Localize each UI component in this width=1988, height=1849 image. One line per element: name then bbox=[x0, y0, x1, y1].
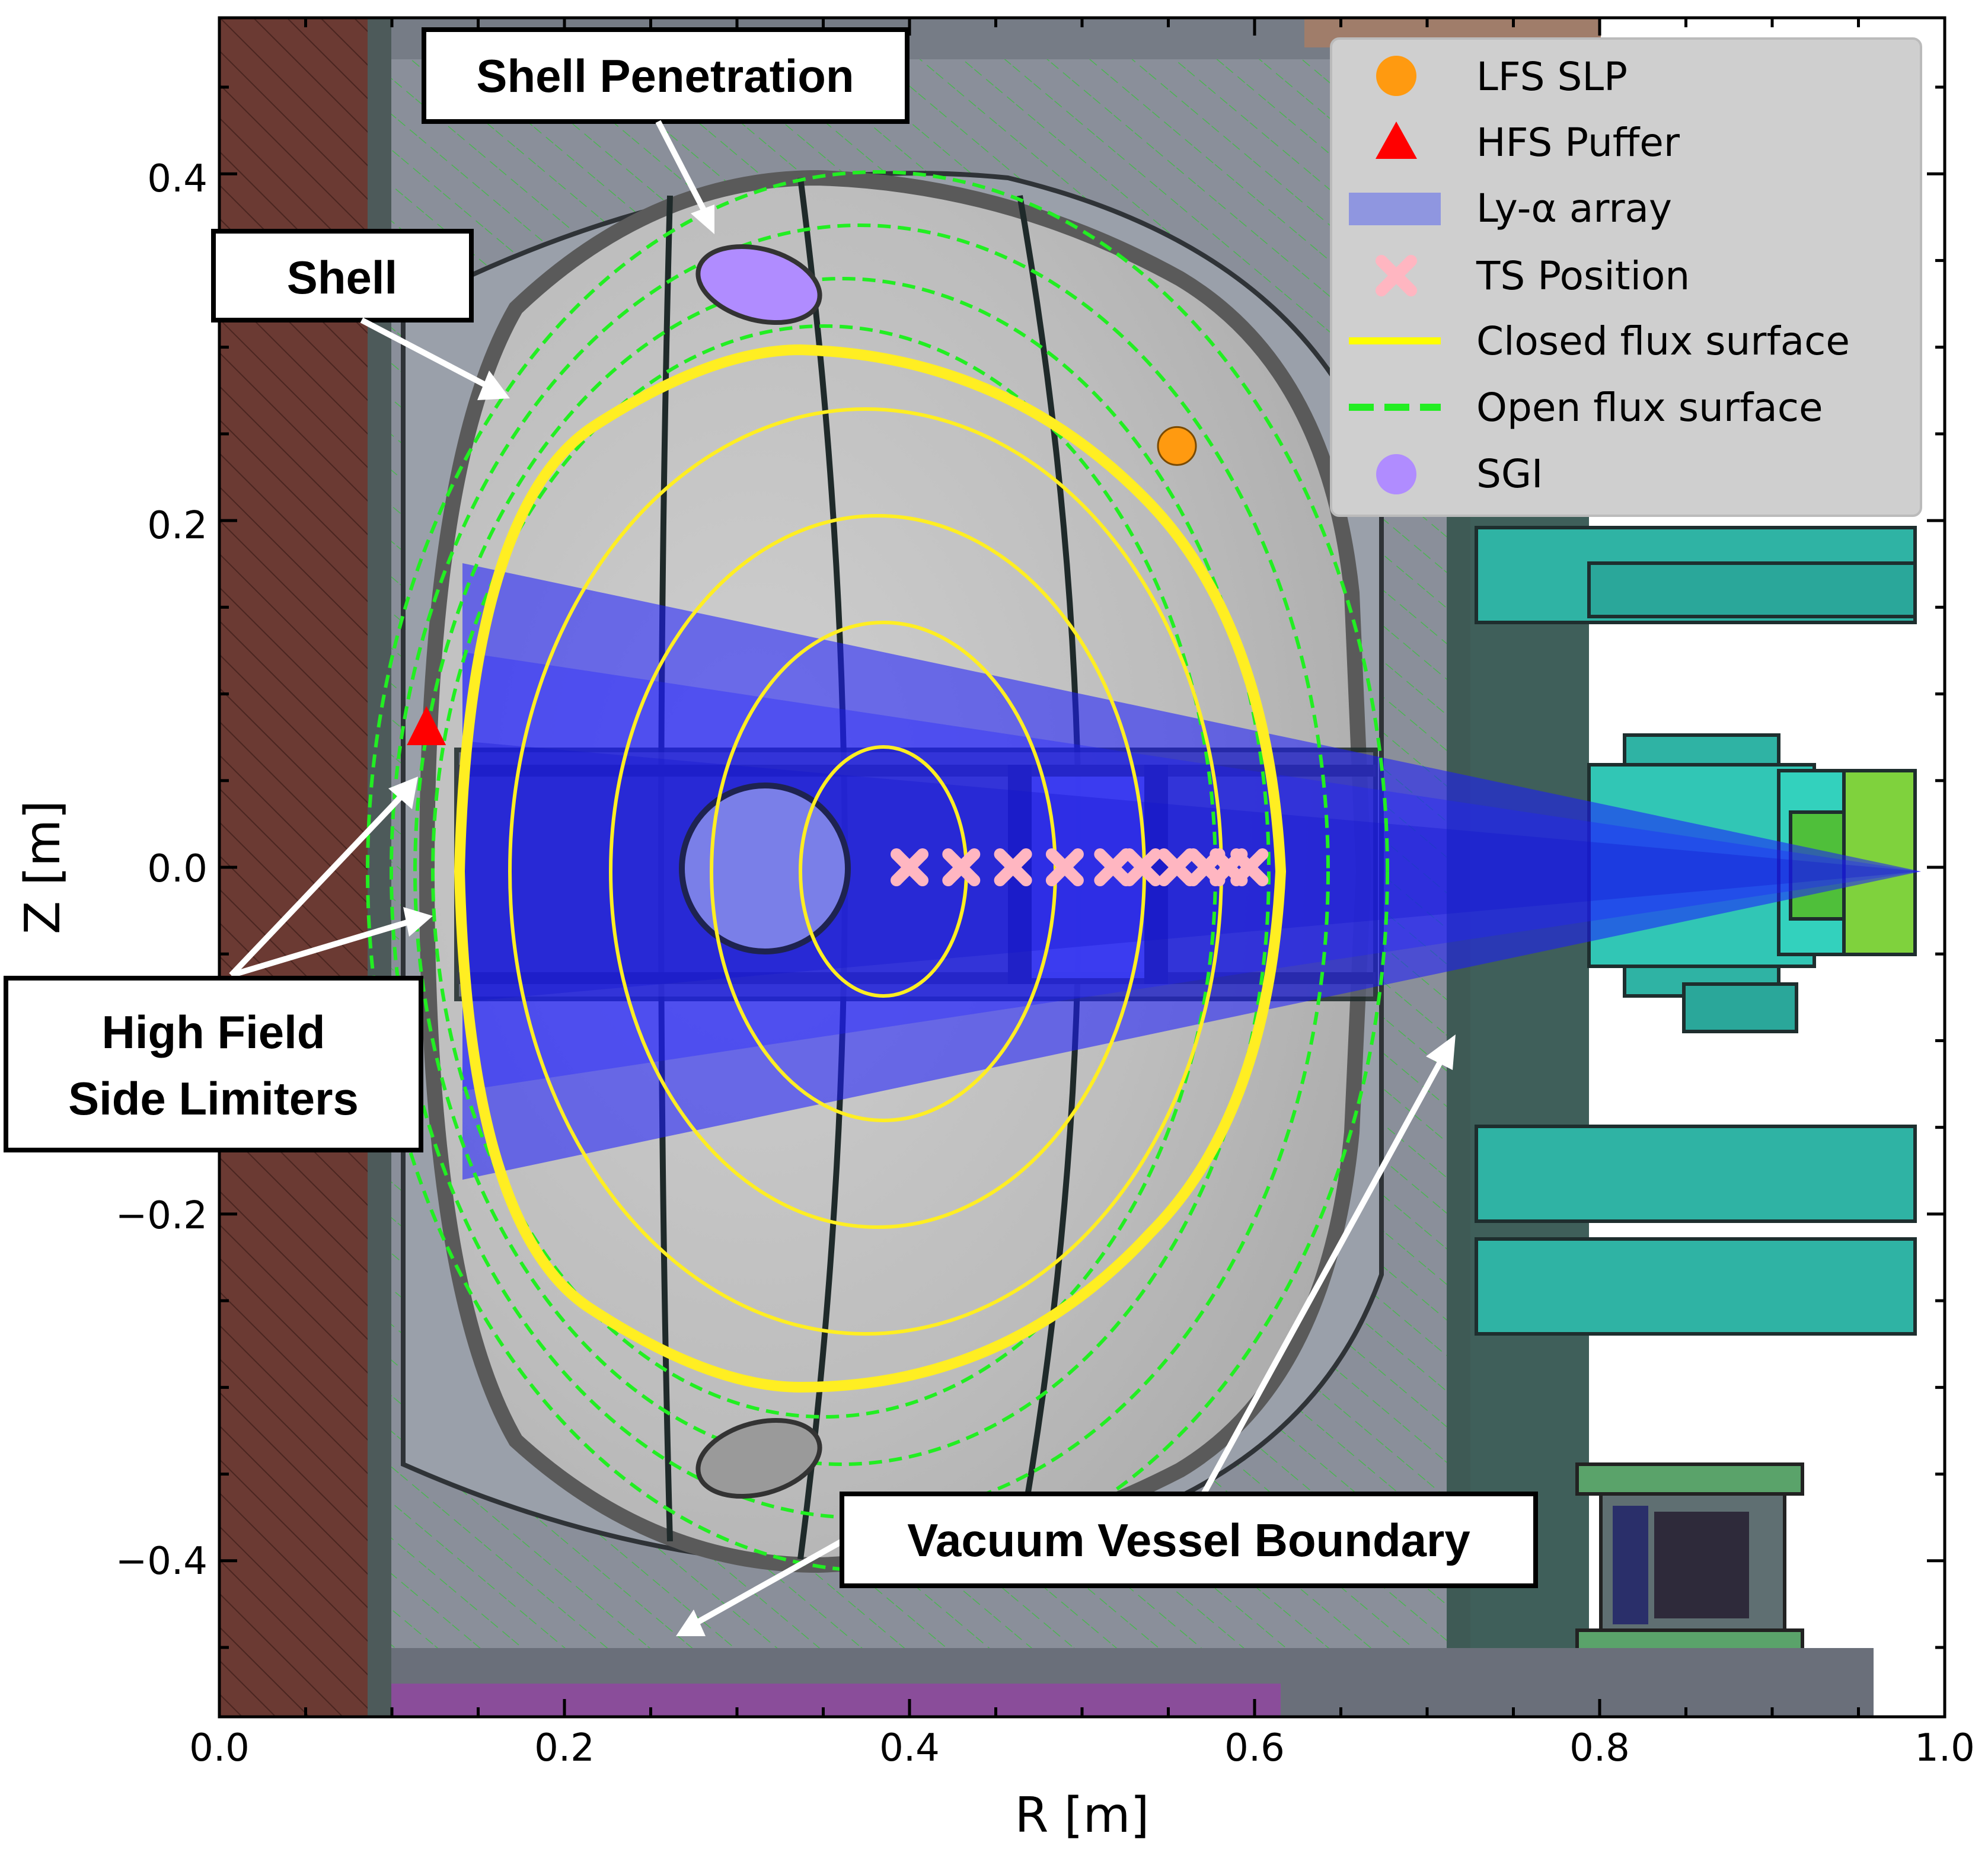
legend-label: SGI bbox=[1476, 451, 1543, 497]
x-tick-label: 0.6 bbox=[1224, 1726, 1285, 1770]
legend-label: HFS Puffer bbox=[1476, 120, 1680, 165]
separatrix bbox=[454, 344, 1287, 1393]
legend-label: LFS SLP bbox=[1476, 54, 1628, 100]
ts-position-point bbox=[1123, 848, 1161, 886]
x-tick-label: 0.8 bbox=[1569, 1726, 1630, 1770]
y-tick-label: −0.2 bbox=[116, 1194, 208, 1238]
legend: LFS SLP HFS Puffer Ly-α array TS Positio… bbox=[1330, 37, 1922, 517]
ts-position-point bbox=[994, 848, 1032, 886]
y-tick-label: 0.0 bbox=[147, 847, 208, 891]
legend-item-hfs-puffer: HFS Puffer bbox=[1376, 120, 1680, 165]
callout-shell-penetration: Shell Penetration bbox=[422, 27, 910, 234]
ly-alpha-array-fan bbox=[462, 563, 1921, 1180]
center-port bbox=[679, 783, 851, 954]
axis-ticks bbox=[218, 18, 1946, 1717]
callouts: Shell Penetration Shell High Field Side … bbox=[4, 27, 1538, 1636]
legend-label: TS Position bbox=[1476, 253, 1690, 299]
legend-label: Open flux surface bbox=[1476, 385, 1823, 430]
callout-shell: Shell bbox=[211, 229, 510, 400]
y-tick-label: 0.4 bbox=[147, 157, 208, 201]
legend-marker-ts-position bbox=[1376, 255, 1417, 296]
lfs-slp-point bbox=[1157, 426, 1197, 466]
legend-marker-lfs-slp bbox=[1376, 56, 1416, 96]
x-tick-label: 0.0 bbox=[189, 1726, 250, 1770]
ts-position-point bbox=[891, 848, 928, 886]
ts-position-point bbox=[1158, 848, 1196, 886]
legend-item-ly-alpha: Ly-α array bbox=[1349, 186, 1672, 231]
lower-penetration bbox=[695, 1417, 822, 1499]
machine-drawing bbox=[219, 18, 1945, 1717]
callout-vacuum-vessel-text: Vacuum Vessel Boundary bbox=[907, 1514, 1470, 1566]
legend-item-lfs-slp: LFS SLP bbox=[1376, 54, 1628, 100]
callout-hfs-limiters-line1: High Field bbox=[102, 1006, 326, 1058]
legend-label: Ly-α array bbox=[1476, 186, 1672, 231]
callout-vacuum-vessel: Vacuum Vessel Boundary bbox=[676, 1034, 1538, 1636]
x-tick-label: 1.0 bbox=[1914, 1726, 1975, 1770]
y-tick-label: 0.2 bbox=[147, 504, 208, 548]
ts-position-point bbox=[942, 848, 981, 886]
ts-position-point bbox=[1094, 848, 1132, 886]
legend-label: Closed flux surface bbox=[1476, 318, 1850, 364]
legend-box bbox=[1330, 37, 1922, 517]
legend-marker-hfs-puffer bbox=[1376, 122, 1417, 159]
data-markers bbox=[407, 426, 1269, 886]
coil-block bbox=[1575, 1462, 1804, 1662]
ts-position-point bbox=[1045, 848, 1084, 886]
x-tick-label: 0.4 bbox=[879, 1726, 940, 1770]
callout-shell-text: Shell bbox=[287, 251, 397, 304]
legend-item-ts-position: TS Position bbox=[1376, 253, 1690, 299]
y-tick-labels: 0.4 0.2 0.0 −0.2 −0.4 bbox=[116, 157, 208, 1583]
x-tick-labels: 0.0 0.2 0.4 0.6 0.8 1.0 bbox=[189, 1726, 1975, 1770]
y-tick-label: −0.4 bbox=[116, 1540, 208, 1583]
legend-marker-ly-alpha bbox=[1349, 193, 1441, 225]
x-axis-title: R [m] bbox=[1015, 1787, 1150, 1844]
hfs-puffer-point bbox=[407, 706, 446, 746]
ts-position-point bbox=[1230, 848, 1269, 886]
callout-hfs-limiters: High Field Side Limiters bbox=[4, 777, 433, 1152]
callout-shell-penetration-text: Shell Penetration bbox=[476, 50, 854, 102]
legend-marker-sgi bbox=[1376, 454, 1416, 494]
x-tick-label: 0.2 bbox=[534, 1726, 595, 1770]
callout-hfs-limiters-line2: Side Limiters bbox=[68, 1072, 359, 1125]
y-axis-title: Z [m] bbox=[15, 800, 71, 934]
sgi-marker bbox=[695, 244, 822, 325]
